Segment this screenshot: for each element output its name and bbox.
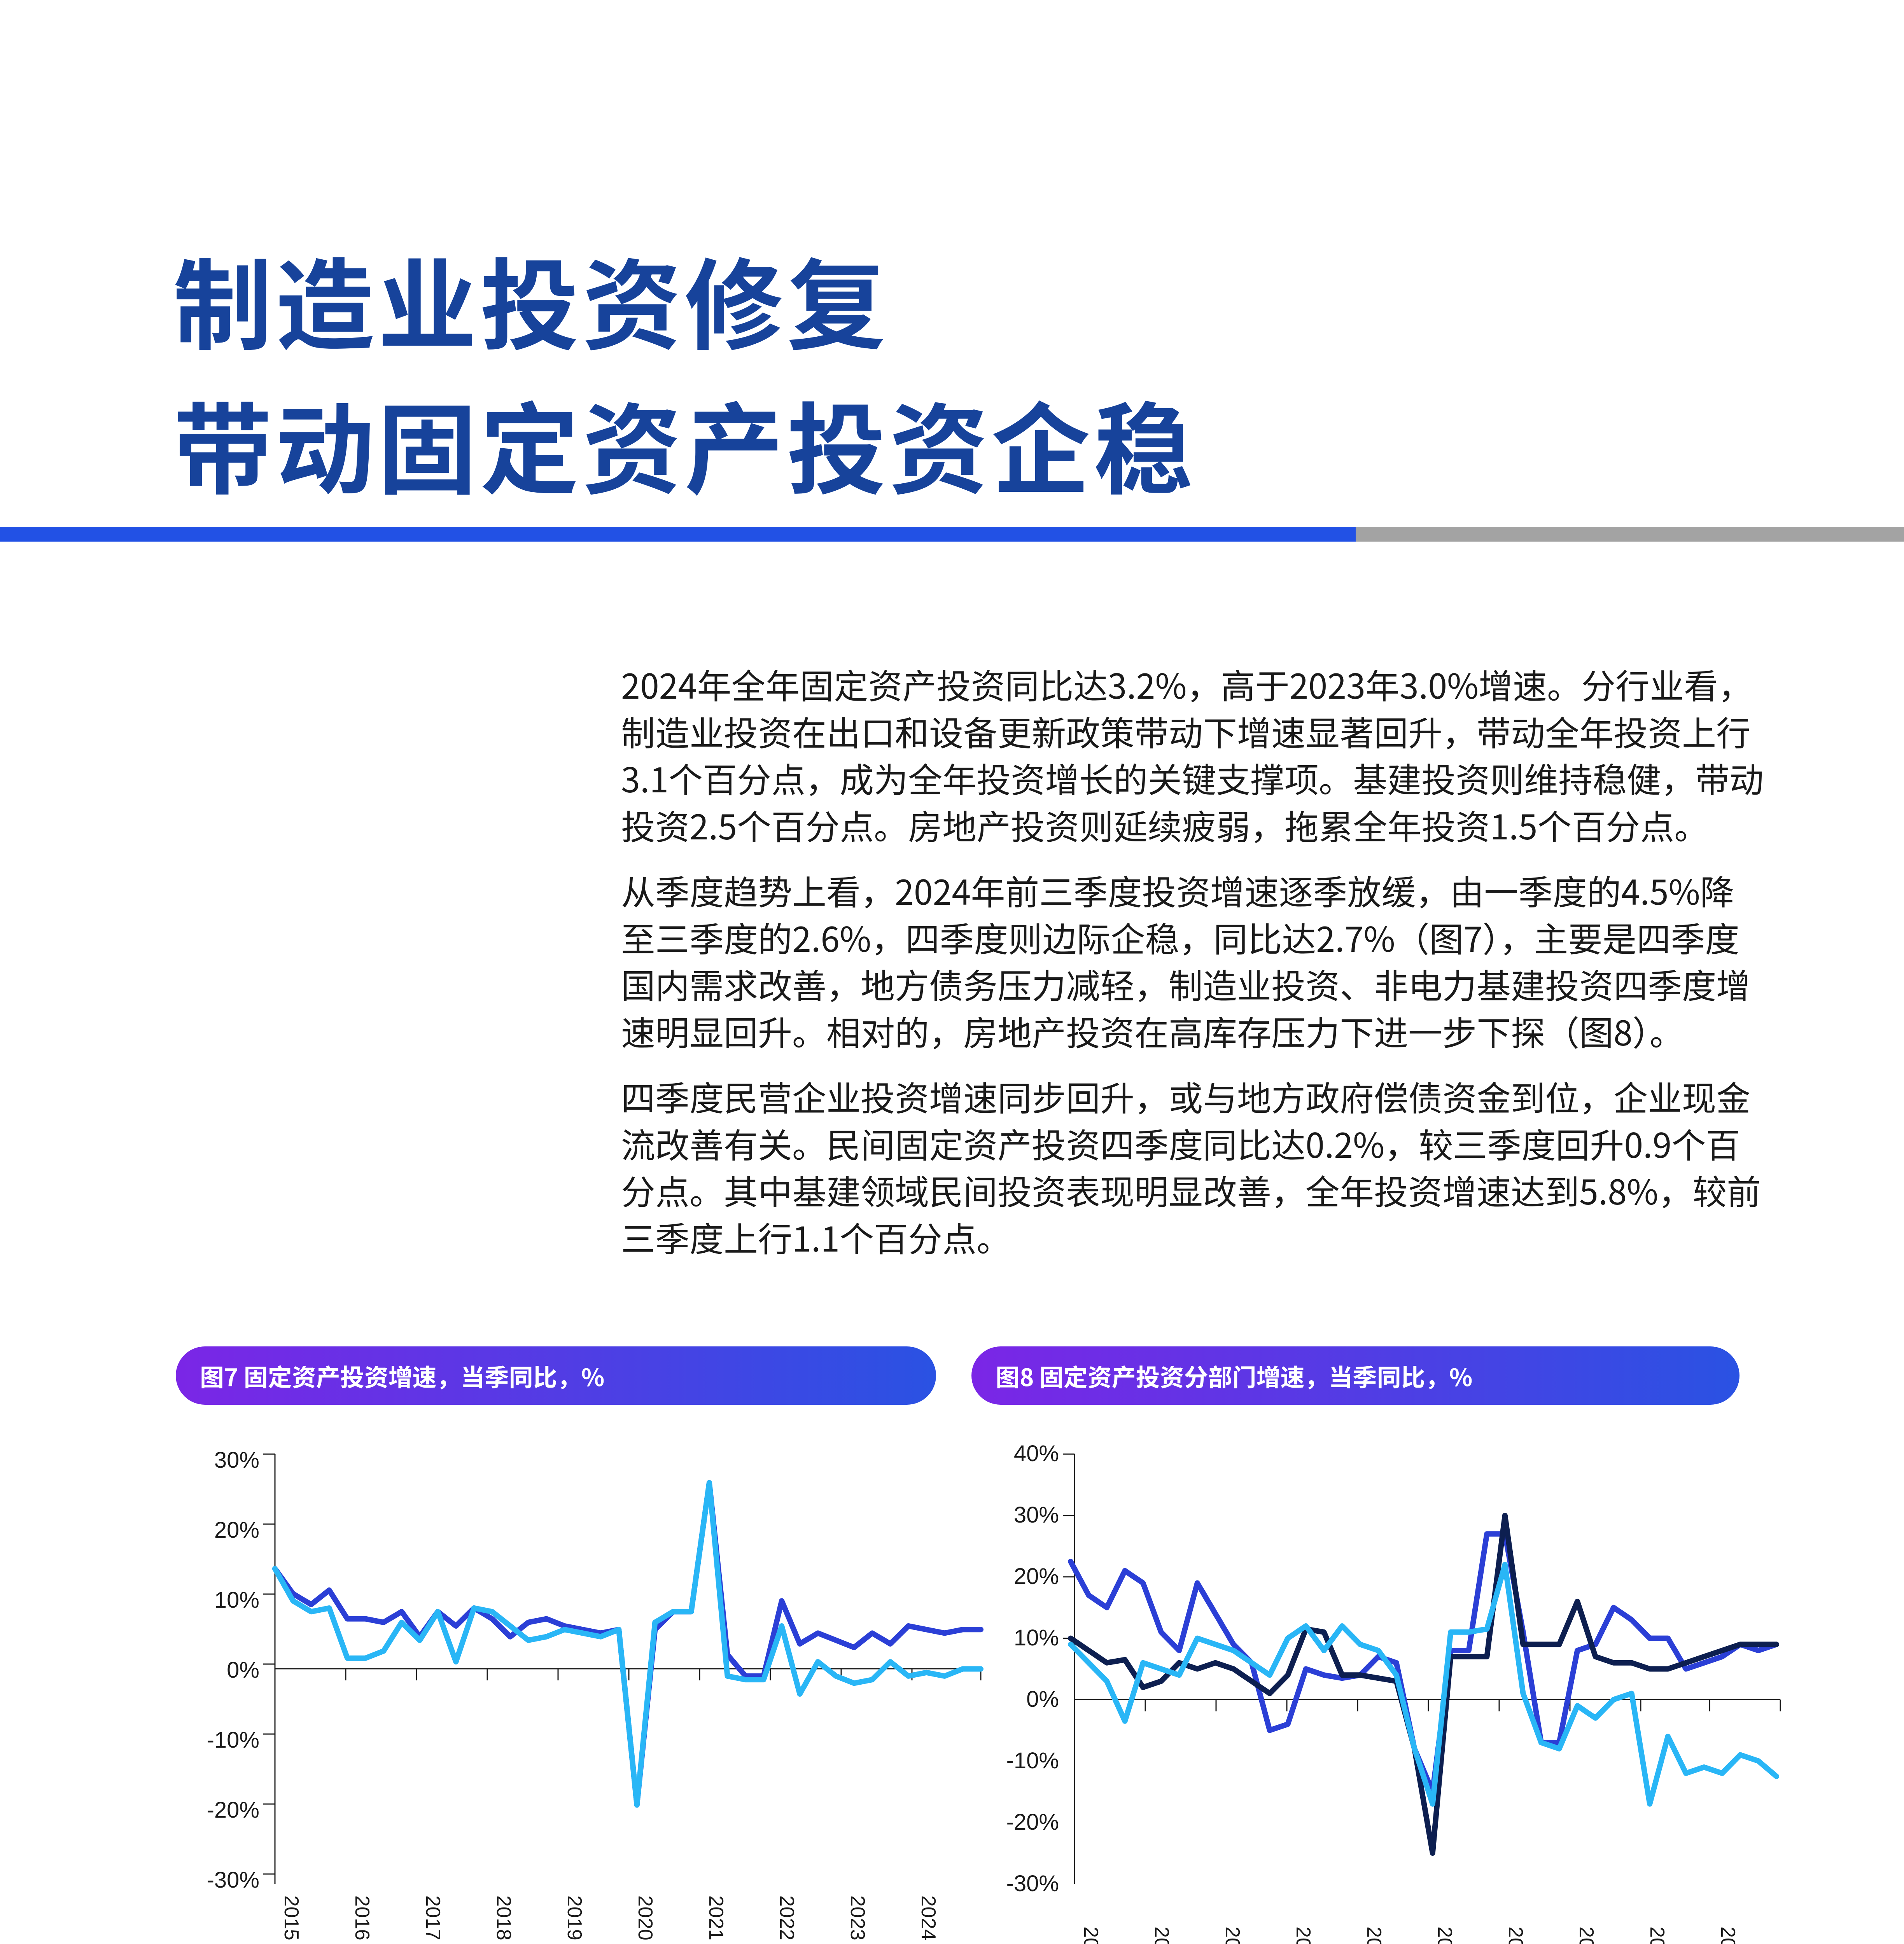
svg-text:2019: 2019 [1363, 1927, 1385, 1944]
svg-text:10%: 10% [1014, 1625, 1059, 1650]
svg-text:-10%: -10% [207, 1727, 259, 1753]
svg-text:30%: 30% [1014, 1502, 1059, 1528]
svg-text:20%: 20% [214, 1517, 259, 1543]
svg-text:20%: 20% [1014, 1564, 1059, 1589]
svg-text:-30%: -30% [1006, 1871, 1059, 1896]
svg-text:2021: 2021 [1504, 1927, 1527, 1944]
svg-text:2024: 2024 [917, 1895, 940, 1941]
svg-text:2017: 2017 [1221, 1927, 1244, 1944]
svg-text:2024: 2024 [1717, 1927, 1739, 1944]
svg-text:-20%: -20% [1006, 1809, 1059, 1835]
svg-text:2015: 2015 [1080, 1927, 1102, 1944]
svg-text:0%: 0% [1026, 1687, 1059, 1712]
svg-text:2020: 2020 [634, 1895, 656, 1941]
svg-text:2019: 2019 [563, 1895, 586, 1941]
svg-text:0%: 0% [227, 1657, 259, 1683]
svg-text:2016: 2016 [351, 1895, 373, 1941]
svg-text:2018: 2018 [1292, 1927, 1314, 1944]
svg-text:2020: 2020 [1433, 1927, 1456, 1944]
svg-text:2023: 2023 [1646, 1927, 1668, 1944]
svg-text:-10%: -10% [1006, 1748, 1059, 1773]
svg-text:2018: 2018 [492, 1895, 515, 1941]
svg-text:2015: 2015 [280, 1895, 303, 1941]
svg-text:2022: 2022 [1575, 1927, 1598, 1944]
svg-text:2023: 2023 [846, 1895, 869, 1941]
svg-text:-20%: -20% [207, 1797, 259, 1823]
svg-text:2017: 2017 [422, 1895, 444, 1941]
svg-text:2022: 2022 [775, 1895, 798, 1941]
svg-text:2021: 2021 [705, 1895, 727, 1941]
svg-text:30%: 30% [214, 1448, 259, 1473]
svg-text:2016: 2016 [1150, 1927, 1173, 1944]
svg-text:10%: 10% [214, 1587, 259, 1613]
svg-text:-30%: -30% [207, 1867, 259, 1893]
svg-text:40%: 40% [1014, 1441, 1059, 1466]
